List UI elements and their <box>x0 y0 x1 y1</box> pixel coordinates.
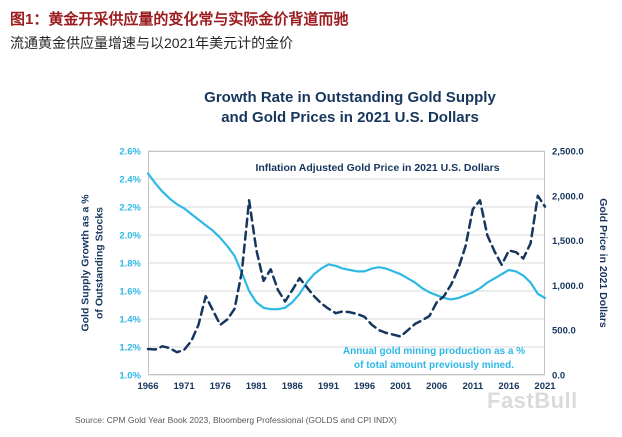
line-chart: 2.6% 2.4% 2.2% 2.0% 1.8% 1.6% 1.4% 1.2% 1.0% 2,50… <box>119 147 583 393</box>
y-left-tick-label: 1.0% <box>119 371 141 382</box>
source-note: Source: CPM Gold Year Book 2023, Bloombe… <box>75 415 397 425</box>
supply-series-annotation-line2: of total amount previously mined. <box>353 359 514 371</box>
y-right-tick-label: 2,500.0 <box>552 147 584 158</box>
y-left-tick-label: 1.2% <box>119 343 141 354</box>
y-left-tick-label: 2.6% <box>119 147 141 158</box>
figure-title: 图1：黄金开采供应量的变化常与实际金价背道而驰 <box>10 11 349 28</box>
x-tick-label: 2006 <box>426 381 447 392</box>
gold-price-line <box>146 194 547 354</box>
supply-series-annotation-line1: Annual gold mining production as a % <box>342 346 526 357</box>
plot-border <box>148 151 545 375</box>
left-axis-title-line2: of Outstanding Stocks <box>93 206 105 320</box>
x-tick-label: 1966 <box>137 381 158 392</box>
y-right-tick-label: 500.0 <box>552 326 576 337</box>
x-tick-label: 2011 <box>463 381 484 392</box>
x-tick-label: 1981 <box>246 381 268 392</box>
x-tick-label: 2016 <box>498 381 519 392</box>
y-left-tick-label: 2.0% <box>119 231 141 242</box>
x-tick-label: 2021 <box>534 381 556 392</box>
supply-series-annotation: Annual gold mining production as a % of … <box>335 345 533 372</box>
left-axis-title: Gold Supply Growth as a % of Outstanding… <box>79 194 106 331</box>
left-axis-title-line1: Gold Supply Growth as a % <box>79 194 92 332</box>
x-tick-label: 2001 <box>390 381 412 392</box>
chart-title-line1: Growth Rate in Outstanding Gold Supply <box>204 89 496 106</box>
right-axis-title: Gold Price in 2021 Dollars <box>597 198 609 328</box>
chart-title: Growth Rate in Outstanding Gold Supply a… <box>100 88 600 129</box>
x-tick-label: 1986 <box>282 381 303 392</box>
y-right-tick-label: 2,000.0 <box>552 191 584 202</box>
price-series-annotation: Inflation Adjusted Gold Price in 2021 U.… <box>255 162 500 174</box>
x-tick-label: 1971 <box>174 381 196 392</box>
y-left-tick-label: 2.4% <box>119 175 141 186</box>
y-left-tick-label: 1.6% <box>119 287 141 298</box>
x-tick-label: 1991 <box>318 381 340 392</box>
y-left-tick-label: 1.4% <box>119 315 141 326</box>
y-left-tick-label: 2.2% <box>119 203 141 214</box>
y-right-tick-label: 1,500.0 <box>552 236 584 247</box>
figure-subtitle: 流通黄金供应量增速与以2021年美元计的金价 <box>10 35 294 51</box>
x-tick-label: 1976 <box>210 381 231 392</box>
x-tick-label: 1996 <box>354 381 375 392</box>
y-left-tick-label: 1.8% <box>119 259 141 270</box>
watermark: FastBull <box>487 388 578 413</box>
y-right-tick-label: 1,000.0 <box>552 281 584 292</box>
supply-growth-line <box>146 172 547 311</box>
chart-title-line2: and Gold Prices in 2021 U.S. Dollars <box>221 109 479 127</box>
y-right-tick-label: 0.0 <box>552 371 565 382</box>
